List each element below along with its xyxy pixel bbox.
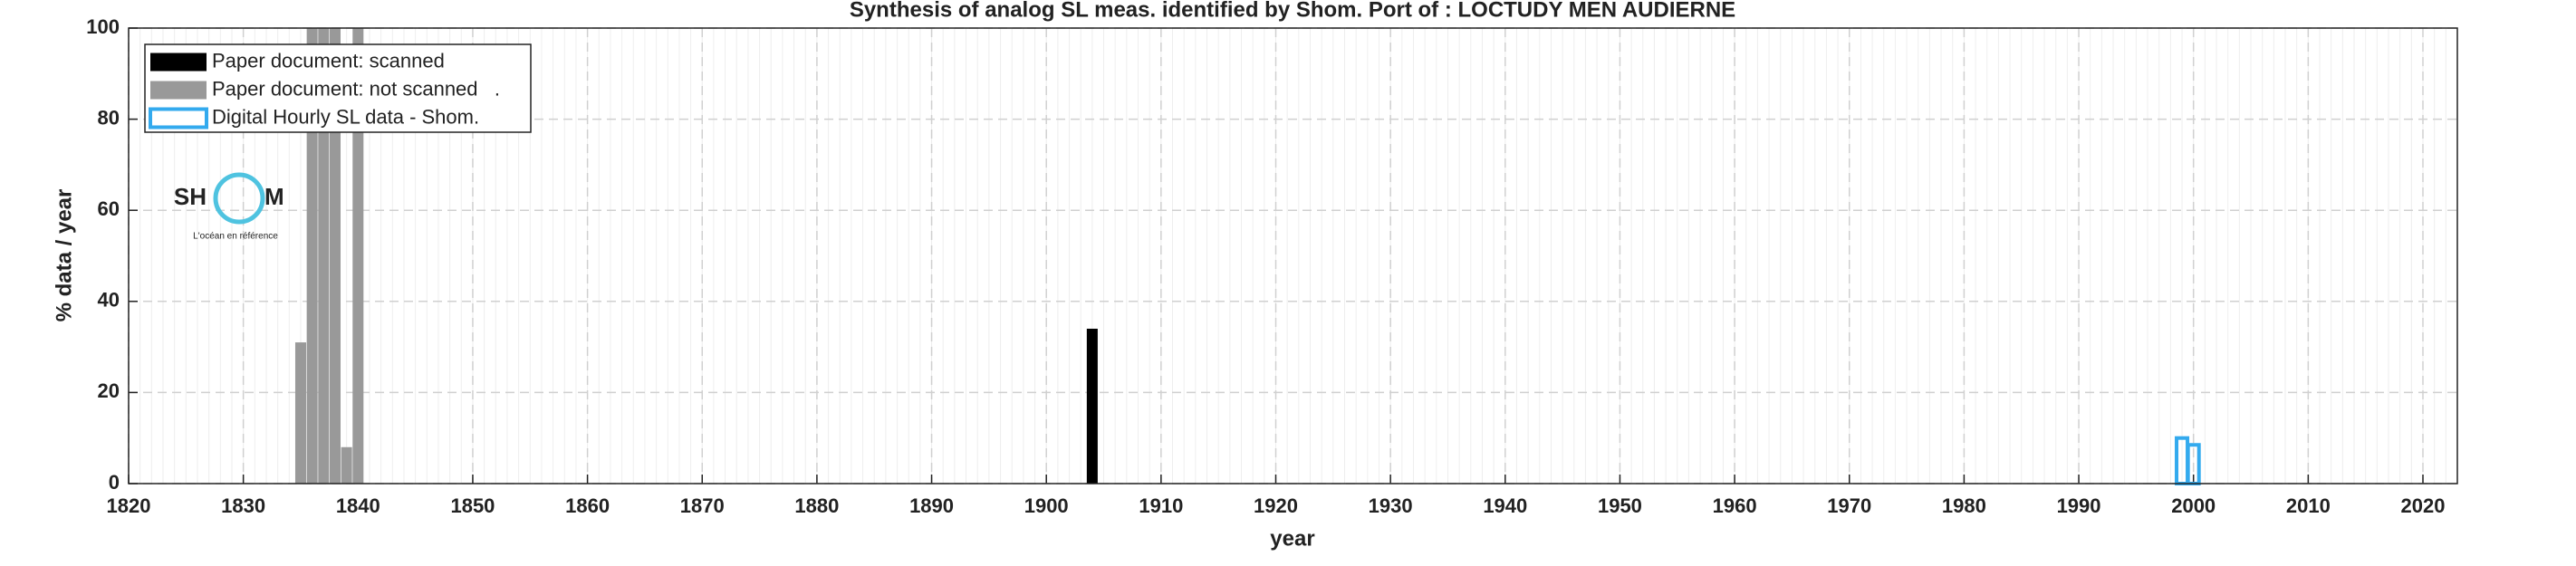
logo: SH M L'océan en référence xyxy=(174,172,284,242)
legend-box xyxy=(144,43,532,133)
bar xyxy=(1086,328,1098,484)
x-tick-label: 1840 xyxy=(336,494,380,517)
x-tick-label: 1890 xyxy=(909,494,954,517)
x-tick-label: 1900 xyxy=(1024,494,1069,517)
x-tick-label: 1930 xyxy=(1369,494,1413,517)
x-tick-label: 2020 xyxy=(2401,494,2446,517)
y-tick-label: 60 xyxy=(98,197,120,220)
legend-swatch xyxy=(150,53,207,72)
x-tick-label: 1910 xyxy=(1139,494,1183,517)
logo-text: M xyxy=(264,183,284,210)
legend-label: Paper document: scanned xyxy=(212,49,445,72)
chart-title: Synthesis of analog SL meas. identified … xyxy=(850,0,1735,22)
x-tick-label: 1820 xyxy=(107,494,151,517)
x-tick-label: 1850 xyxy=(450,494,495,517)
x-tick-label: 1960 xyxy=(1713,494,1757,517)
legend-label: Paper document: not scanned . xyxy=(212,77,500,100)
bar xyxy=(318,28,330,484)
x-tick-label: 1870 xyxy=(680,494,725,517)
y-tick-label: 40 xyxy=(98,289,120,312)
logo-text: SH xyxy=(174,183,207,210)
y-tick-label: 100 xyxy=(86,15,120,38)
bar xyxy=(352,28,364,484)
legend-label: Digital Hourly SL data - Shom. xyxy=(212,105,479,128)
plot-frame xyxy=(128,27,2458,484)
x-tick-label: 2000 xyxy=(2171,494,2216,517)
y-tick-label: 20 xyxy=(98,379,120,402)
x-tick-label: 1990 xyxy=(2057,494,2101,517)
legend-swatch xyxy=(149,107,208,130)
x-tick-label: 1830 xyxy=(221,494,265,517)
logo-ring xyxy=(213,172,265,225)
bar xyxy=(341,446,352,484)
y-tick-label: 0 xyxy=(109,471,120,494)
y-tick-label: 80 xyxy=(98,106,120,129)
bar xyxy=(294,342,306,484)
x-tick-label: 1860 xyxy=(565,494,610,517)
x-tick-label: 1970 xyxy=(1827,494,1871,517)
bar xyxy=(306,28,318,484)
x-tick-label: 2010 xyxy=(2286,494,2331,517)
x-tick-label: 1950 xyxy=(1598,494,1642,517)
x-tick-label: 1980 xyxy=(1942,494,1986,517)
legend-swatch xyxy=(150,81,207,100)
x-tick-label: 1880 xyxy=(794,494,839,517)
y-axis-label: % data / year xyxy=(52,189,76,322)
x-tick-label: 1920 xyxy=(1254,494,1298,517)
x-axis-label: year xyxy=(1270,526,1314,551)
x-tick-label: 1940 xyxy=(1483,494,1527,517)
bar xyxy=(329,28,341,484)
logo-tagline: L'océan en référence xyxy=(193,232,278,242)
